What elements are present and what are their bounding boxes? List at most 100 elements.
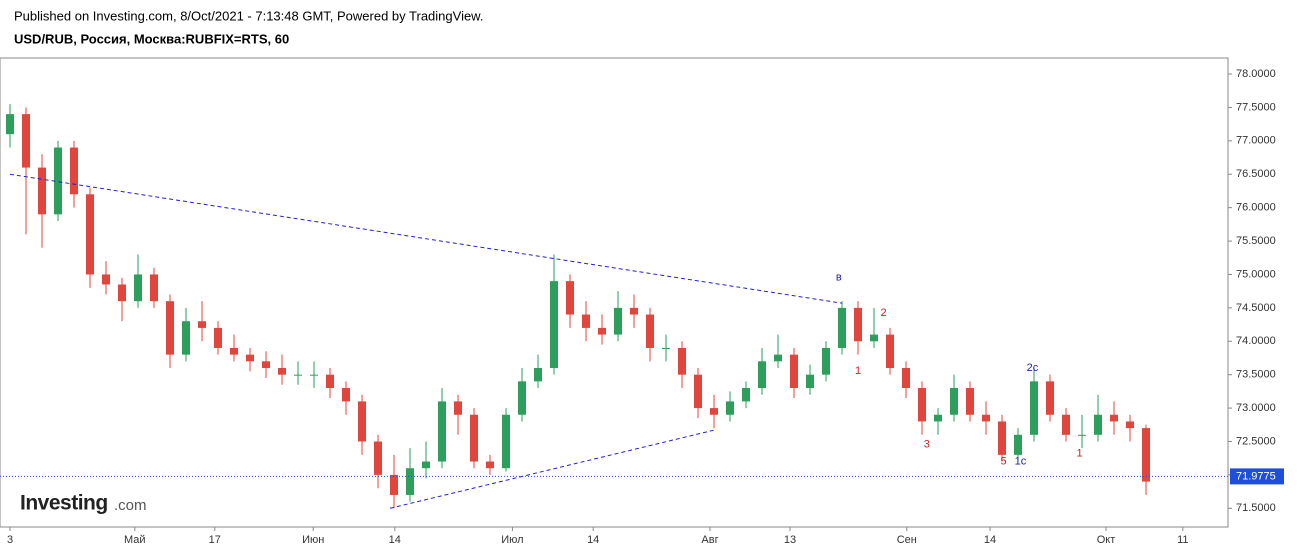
candle-body	[134, 274, 142, 302]
candle-body	[1062, 414, 1070, 435]
wave-label: 1	[1077, 447, 1083, 459]
y-tick-label: 77.0000	[1236, 135, 1276, 147]
candle-body	[1078, 434, 1086, 436]
candle-body	[454, 401, 462, 415]
candle-body	[150, 274, 158, 302]
candle-body	[694, 374, 702, 409]
candle-body	[934, 414, 942, 422]
candle-body	[598, 327, 606, 335]
candle-body	[646, 314, 654, 348]
candle-body	[198, 321, 206, 328]
x-tick-label: 17	[209, 534, 221, 546]
logo-suffix: .com	[114, 497, 147, 514]
candle-body	[358, 401, 366, 442]
x-tick-label: Июл	[501, 534, 523, 546]
candle-body	[518, 381, 526, 415]
candle-body	[310, 374, 318, 376]
candle-body	[22, 114, 30, 168]
y-tick-label: 75.0000	[1236, 268, 1276, 280]
candle-body	[886, 334, 894, 368]
candle-body	[278, 367, 286, 375]
candle-body	[534, 367, 542, 382]
candle-body	[246, 354, 254, 362]
x-tick-label: Авг	[701, 534, 718, 546]
candle-body	[406, 468, 414, 495]
y-tick-label: 74.0000	[1236, 335, 1276, 347]
logo-brand: Investing	[20, 492, 108, 515]
candle-body	[326, 374, 334, 389]
candle-body	[1142, 428, 1150, 482]
candle-body	[774, 354, 782, 362]
candle-body	[982, 414, 990, 422]
last-price-box	[1230, 468, 1284, 485]
candle-body	[70, 147, 78, 195]
y-tick-label: 77.5000	[1236, 101, 1276, 113]
candle-body	[630, 307, 638, 315]
x-tick-label: Май	[124, 534, 146, 546]
wave-label: 1c	[1015, 455, 1027, 467]
y-tick-label: 78.0000	[1236, 68, 1276, 80]
candle-body	[390, 474, 398, 495]
candle-body	[102, 274, 110, 285]
x-tick-label: Окт	[1097, 534, 1116, 546]
y-tick-label: 76.5000	[1236, 168, 1276, 180]
candle-body	[1110, 414, 1118, 422]
candle-body	[182, 321, 190, 355]
x-tick-label: 14	[984, 534, 996, 546]
candle-body	[438, 401, 446, 462]
candle-body	[838, 307, 846, 348]
x-tick-label: 3	[7, 534, 13, 546]
candle-body	[710, 408, 718, 415]
candle-body	[790, 354, 798, 389]
candle-body	[1014, 434, 1022, 455]
candle-body	[38, 167, 46, 215]
candle-body	[950, 388, 958, 415]
symbol-title: USD/RUB, Россия, Москва:RUBFIX=RTS, 60	[14, 31, 289, 46]
y-tick-label: 72.5000	[1236, 435, 1276, 447]
candle-body	[854, 307, 862, 342]
x-tick-label: Июн	[302, 534, 324, 546]
wave-label: в	[836, 272, 842, 284]
candle-body	[502, 414, 510, 469]
candle-body	[1126, 421, 1134, 429]
y-tick-label: 71.5000	[1236, 502, 1276, 514]
candle-body	[294, 374, 302, 376]
candle-body	[614, 307, 622, 335]
trend-line	[9, 173, 843, 304]
candle-body	[726, 401, 734, 415]
candle-body	[582, 314, 590, 328]
candle-body	[374, 441, 382, 475]
wave-label: 3	[924, 439, 930, 451]
candle-body	[1046, 381, 1054, 415]
y-tick-label: 73.5000	[1236, 369, 1276, 381]
candle-body	[678, 347, 686, 375]
x-tick-label: 14	[587, 534, 599, 546]
candle-body	[662, 347, 670, 349]
candle-body	[822, 347, 830, 375]
candle-body	[1030, 381, 1038, 435]
candle-body	[742, 388, 750, 402]
candle-body	[6, 114, 14, 135]
x-tick-label: 11	[1177, 534, 1188, 546]
candle-body	[470, 414, 478, 462]
candle-body	[998, 421, 1006, 455]
candle-body	[262, 361, 270, 368]
candle-body	[550, 281, 558, 368]
candle-body	[966, 388, 974, 415]
candle-body	[230, 347, 238, 355]
plot-frame	[0, 57, 1229, 528]
candle-body	[902, 367, 910, 389]
candle-body	[54, 147, 62, 215]
y-tick-label: 73.0000	[1236, 402, 1276, 414]
candle-body	[806, 374, 814, 389]
candle-body	[918, 388, 926, 422]
candle-body	[86, 194, 94, 275]
wave-label: 1	[855, 365, 861, 377]
y-tick-label: 76.0000	[1236, 202, 1276, 214]
candle-body	[342, 388, 350, 402]
candle-body	[758, 361, 766, 389]
candle-body	[486, 461, 494, 469]
candle-body	[118, 284, 126, 302]
x-tick-label: 14	[389, 534, 401, 546]
published-note: Published on Investing.com, 8/Oct/2021 -…	[14, 8, 483, 23]
